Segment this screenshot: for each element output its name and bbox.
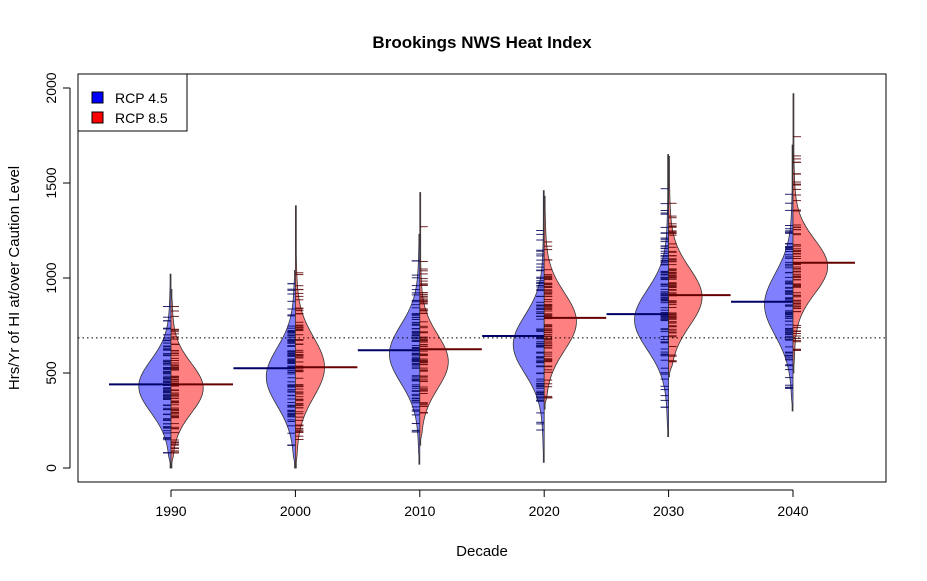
y-axis: 0 500 1000 1500 2000 bbox=[43, 72, 71, 472]
y-tick-label: 500 bbox=[43, 361, 59, 385]
bean-rcp45-2020 bbox=[512, 190, 545, 463]
bean-rcp45-2040 bbox=[764, 144, 794, 412]
bean-rcp45-2030 bbox=[634, 154, 669, 438]
legend: RCP 4.5 RCP 8.5 bbox=[77, 73, 188, 132]
legend-swatch-rcp45 bbox=[91, 91, 104, 104]
x-axis: 1990 2000 2010 2020 2030 2040 bbox=[155, 489, 809, 519]
legend-swatch-rcp85 bbox=[91, 111, 104, 124]
x-tick-label: 1990 bbox=[155, 503, 186, 519]
bean-rcp85-2010 bbox=[419, 192, 449, 446]
y-axis-label: Hrs/Yr of HI at/over Caution Level bbox=[6, 166, 23, 390]
x-tick-label: 2010 bbox=[404, 503, 435, 519]
bean-lines-rcp85-2030 bbox=[668, 202, 677, 363]
bean-lines-rcp45-2040 bbox=[785, 193, 793, 389]
bean-lines-rcp85-2000 bbox=[295, 272, 304, 440]
bean-lines-rcp45-1990 bbox=[163, 306, 171, 454]
y-tick-label: 1000 bbox=[43, 262, 59, 293]
bean-lines-rcp45-2010 bbox=[411, 260, 420, 433]
bean-rcp85-2020 bbox=[543, 195, 577, 410]
legend-label-rcp85: RCP 8.5 bbox=[115, 110, 168, 126]
beans bbox=[109, 93, 855, 469]
legend-label-rcp45: RCP 4.5 bbox=[115, 90, 168, 106]
bean-rcp45-1990 bbox=[138, 273, 172, 469]
x-axis-label: Decade bbox=[456, 543, 508, 560]
bean-lines-rcp85-2010 bbox=[419, 226, 428, 414]
x-tick-label: 2030 bbox=[653, 503, 684, 519]
bean-rcp85-1990 bbox=[170, 289, 204, 469]
bean-lines-rcp85-2040 bbox=[793, 136, 801, 351]
x-tick-label: 2040 bbox=[777, 503, 808, 519]
x-tick-label: 2020 bbox=[529, 503, 560, 519]
y-tick-label: 0 bbox=[43, 464, 59, 472]
bean-rcp85-2040 bbox=[792, 93, 829, 374]
bean-lines-rcp85-2020 bbox=[544, 241, 553, 399]
bean-lines-rcp45-2030 bbox=[660, 188, 669, 408]
bean-lines-rcp45-2020 bbox=[536, 230, 545, 431]
y-tick-label: 1500 bbox=[43, 167, 59, 198]
plot-frame bbox=[77, 73, 887, 483]
bean-lines-rcp85-1990 bbox=[171, 306, 179, 454]
bean-rcp85-2030 bbox=[668, 156, 703, 378]
y-tick-label: 2000 bbox=[43, 72, 59, 103]
x-tick-label: 2000 bbox=[280, 503, 311, 519]
chart-title: Brookings NWS Heat Index bbox=[372, 33, 592, 52]
bean-lines-rcp45-2000 bbox=[287, 283, 296, 446]
